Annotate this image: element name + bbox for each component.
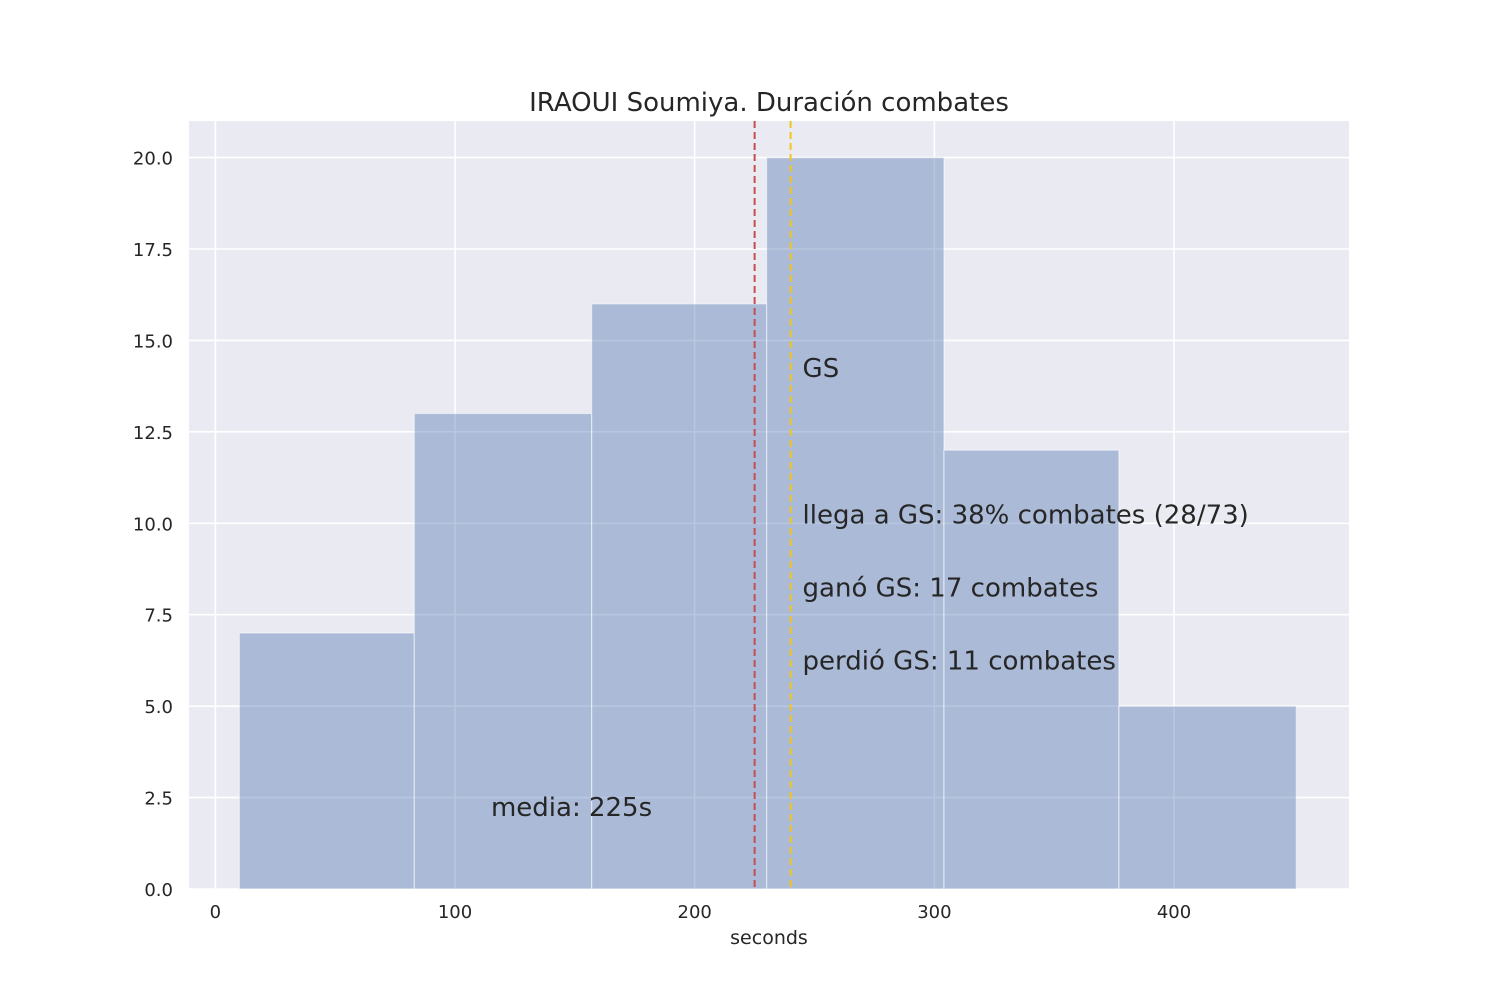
annotation-text: ganó GS: 17 combates: [803, 573, 1099, 603]
histogram-bar: [413, 412, 593, 890]
y-tick-label: 17.5: [133, 240, 173, 261]
histogram-bar: [591, 303, 768, 890]
x-axis-label: seconds: [730, 927, 808, 949]
x-tick-label: 400: [1157, 902, 1191, 923]
y-tick-label: 7.5: [144, 606, 173, 627]
histogram-bar: [1118, 705, 1297, 890]
chart-title: IRAOUI Soumiya. Duración combates: [529, 88, 1009, 118]
annotations: media: 225s GS llega a GS: 38% combates (2…: [491, 354, 1249, 823]
x-tick-label: 300: [917, 902, 951, 923]
histogram-bars: [238, 156, 1297, 890]
annotation-text: llega a GS: 38% combates (28/73): [803, 500, 1249, 530]
reference-lines: [753, 121, 792, 889]
y-tick-label: 5.0: [144, 697, 173, 718]
annotation-text: perdió GS: 11 combates: [803, 647, 1116, 677]
y-tick-labels: 0.0 2.5 5.0 7.5 10.0 12.5 15.0 17.5 20.0: [133, 149, 173, 901]
y-tick-label: 15.0: [133, 331, 173, 352]
histogram-bar: [238, 632, 415, 890]
y-tick-label: 2.5: [144, 789, 173, 810]
x-tick-label: 200: [678, 902, 712, 923]
annotation-text: GS: [803, 354, 840, 384]
y-tick-label: 0.0: [144, 880, 173, 901]
y-tick-label: 12.5: [133, 423, 173, 444]
y-tick-label: 20.0: [133, 149, 173, 170]
x-tick-label: 0: [210, 902, 221, 923]
x-tick-label: 100: [438, 902, 472, 923]
histogram-bar: [766, 156, 945, 890]
histogram-bar: [943, 449, 1120, 890]
x-tick-labels: 0 100 200 300 400: [210, 902, 1192, 923]
annotation-text: media: 225s: [491, 793, 652, 823]
y-tick-label: 10.0: [133, 514, 173, 535]
